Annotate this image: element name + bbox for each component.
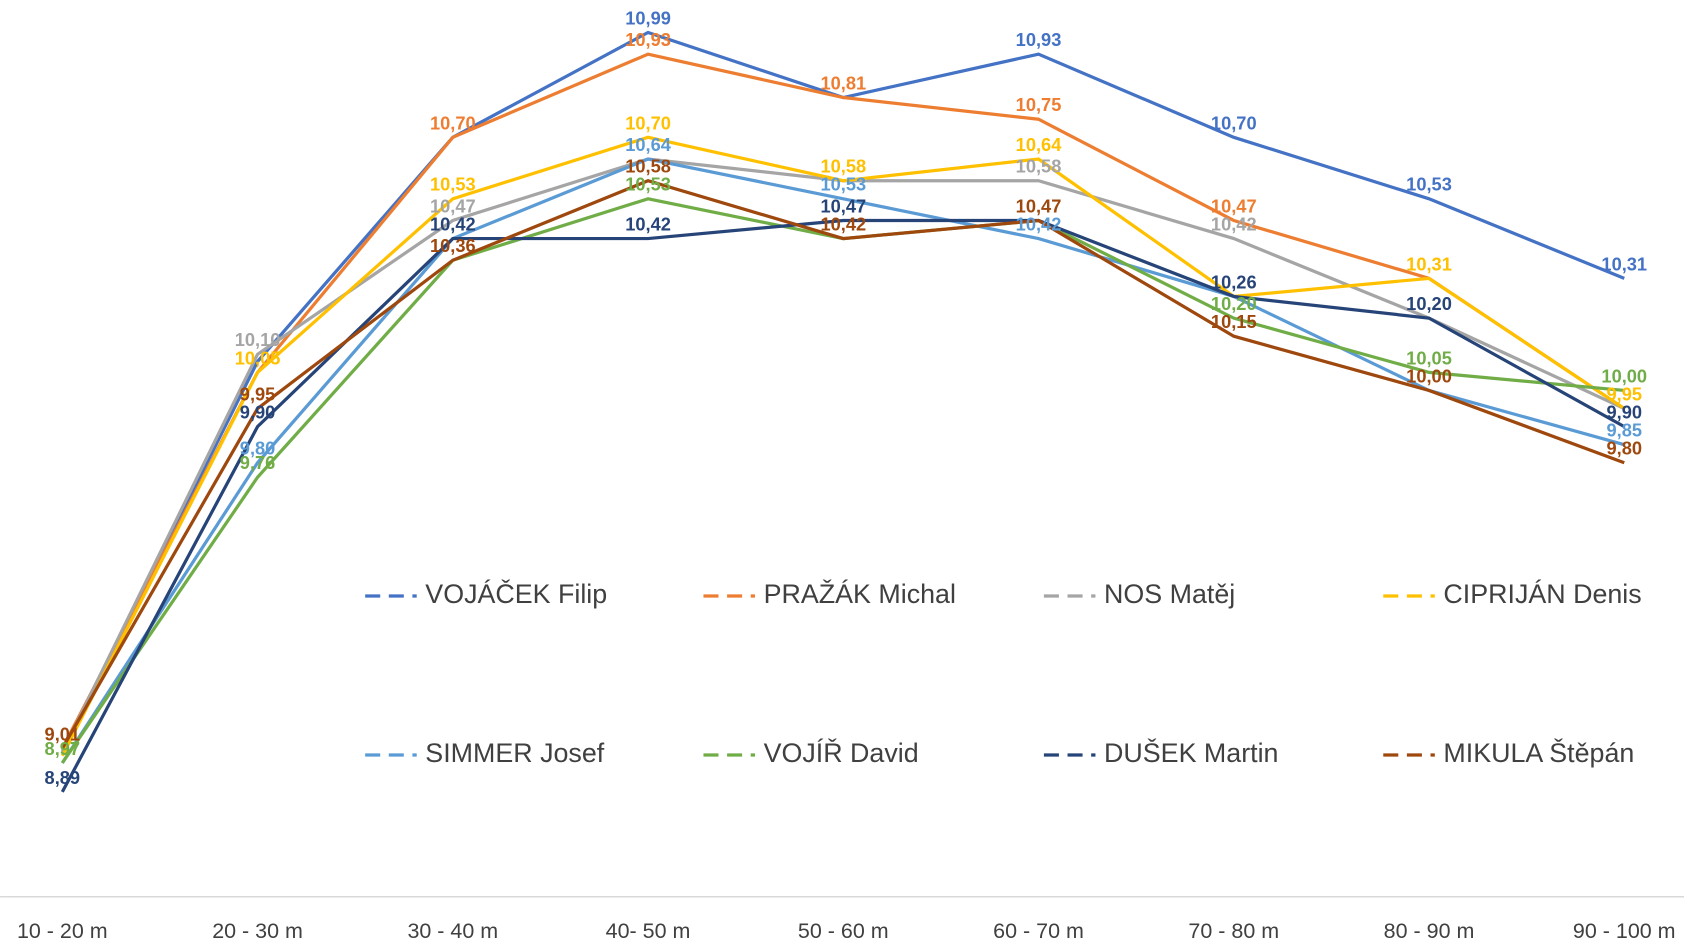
data-label: 10,05	[1406, 347, 1452, 368]
x-tick-label: 70 - 80 m	[1188, 919, 1279, 943]
data-label: 10,00	[1601, 365, 1647, 386]
data-label: 10,53	[820, 174, 866, 195]
series-line	[60, 218, 1626, 793]
data-label: 10,42	[1016, 214, 1062, 235]
data-label: 9,80	[1606, 438, 1642, 459]
data-label: 10,93	[1016, 29, 1062, 50]
series-line	[60, 157, 1625, 764]
x-tick-label: 80 - 90 m	[1384, 919, 1475, 943]
data-label: 10,10	[235, 329, 281, 350]
data-label: 10,47	[430, 195, 476, 216]
data-label: 10,75	[1016, 94, 1062, 115]
data-label: 9,90	[240, 402, 276, 423]
data-label: 10,42	[1211, 214, 1257, 235]
data-label: 10,70	[1211, 112, 1257, 133]
data-label: 9,80	[240, 438, 276, 459]
x-tick-label: 30 - 40 m	[407, 919, 498, 943]
data-label: 10,81	[820, 72, 866, 93]
data-label: 10,47	[820, 195, 866, 216]
x-tick-label: 10 - 20 m	[17, 919, 108, 943]
x-tick-label: 20 - 30 m	[212, 919, 303, 943]
data-label: 10,58	[1016, 156, 1062, 177]
data-label: 10,26	[1211, 271, 1257, 292]
data-label: 9,95	[240, 383, 276, 404]
data-label: 10,58	[625, 156, 671, 177]
data-label: 10,53	[430, 174, 476, 195]
series-line	[60, 157, 1625, 753]
data-label: 8,97	[45, 738, 81, 759]
series-line	[60, 135, 1626, 757]
data-label: 10,31	[1601, 253, 1647, 274]
data-label: 10,58	[820, 156, 866, 177]
data-label: 10,42	[430, 214, 476, 235]
series-line	[60, 179, 1625, 750]
data-label: 10,53	[1406, 174, 1452, 195]
data-label: 10,70	[625, 112, 671, 133]
legend-label: MIKULA Štěpán	[1443, 737, 1634, 768]
x-tick-label: 60 - 70 m	[993, 919, 1084, 943]
data-label: 10,70	[430, 112, 476, 133]
data-label: 8,89	[45, 767, 81, 788]
legend-label: NOS Matěj	[1104, 579, 1235, 609]
x-tick-label: 90 - 100 m	[1573, 919, 1676, 943]
data-label: 10,99	[625, 7, 671, 28]
data-label: 9,76	[240, 452, 276, 473]
legend-label: CIPRIJÁN Denis	[1443, 579, 1641, 609]
legend-label: VOJÍŘ David	[764, 737, 919, 768]
data-label: 10,53	[625, 174, 671, 195]
data-label: 9,90	[1606, 402, 1642, 423]
data-label: 9,95	[1606, 383, 1642, 404]
data-label: 10,36	[430, 235, 476, 256]
data-label: 10,93	[625, 29, 671, 50]
data-label: 10,42	[625, 214, 671, 235]
data-label: 10,64	[625, 134, 672, 155]
data-label: 10,47	[1016, 195, 1062, 216]
legend-label: SIMMER Josef	[425, 738, 604, 768]
series-line	[60, 30, 1625, 753]
series-line	[60, 52, 1626, 750]
data-label: 10,20	[1211, 293, 1257, 314]
data-label: 10,05	[235, 347, 281, 368]
legend-label: DUŠEK Martin	[1104, 737, 1278, 768]
data-label: 9,01	[45, 723, 81, 744]
legend-label: VOJÁČEK Filip	[425, 578, 607, 609]
data-label: 10,47	[1211, 195, 1257, 216]
data-label: 10,64	[1016, 134, 1063, 155]
data-label: 10,42	[820, 214, 866, 235]
data-label: 9,85	[1606, 420, 1642, 441]
x-tick-label: 40- 50 m	[606, 919, 691, 943]
data-label: 10,00	[1406, 365, 1452, 386]
data-label: 10,15	[1211, 311, 1257, 332]
x-tick-label: 50 - 60 m	[798, 919, 889, 943]
data-label: 10,31	[1406, 253, 1452, 274]
data-label: 10,20	[1406, 293, 1452, 314]
legend-label: PRAŽÁK Michal	[764, 578, 956, 609]
